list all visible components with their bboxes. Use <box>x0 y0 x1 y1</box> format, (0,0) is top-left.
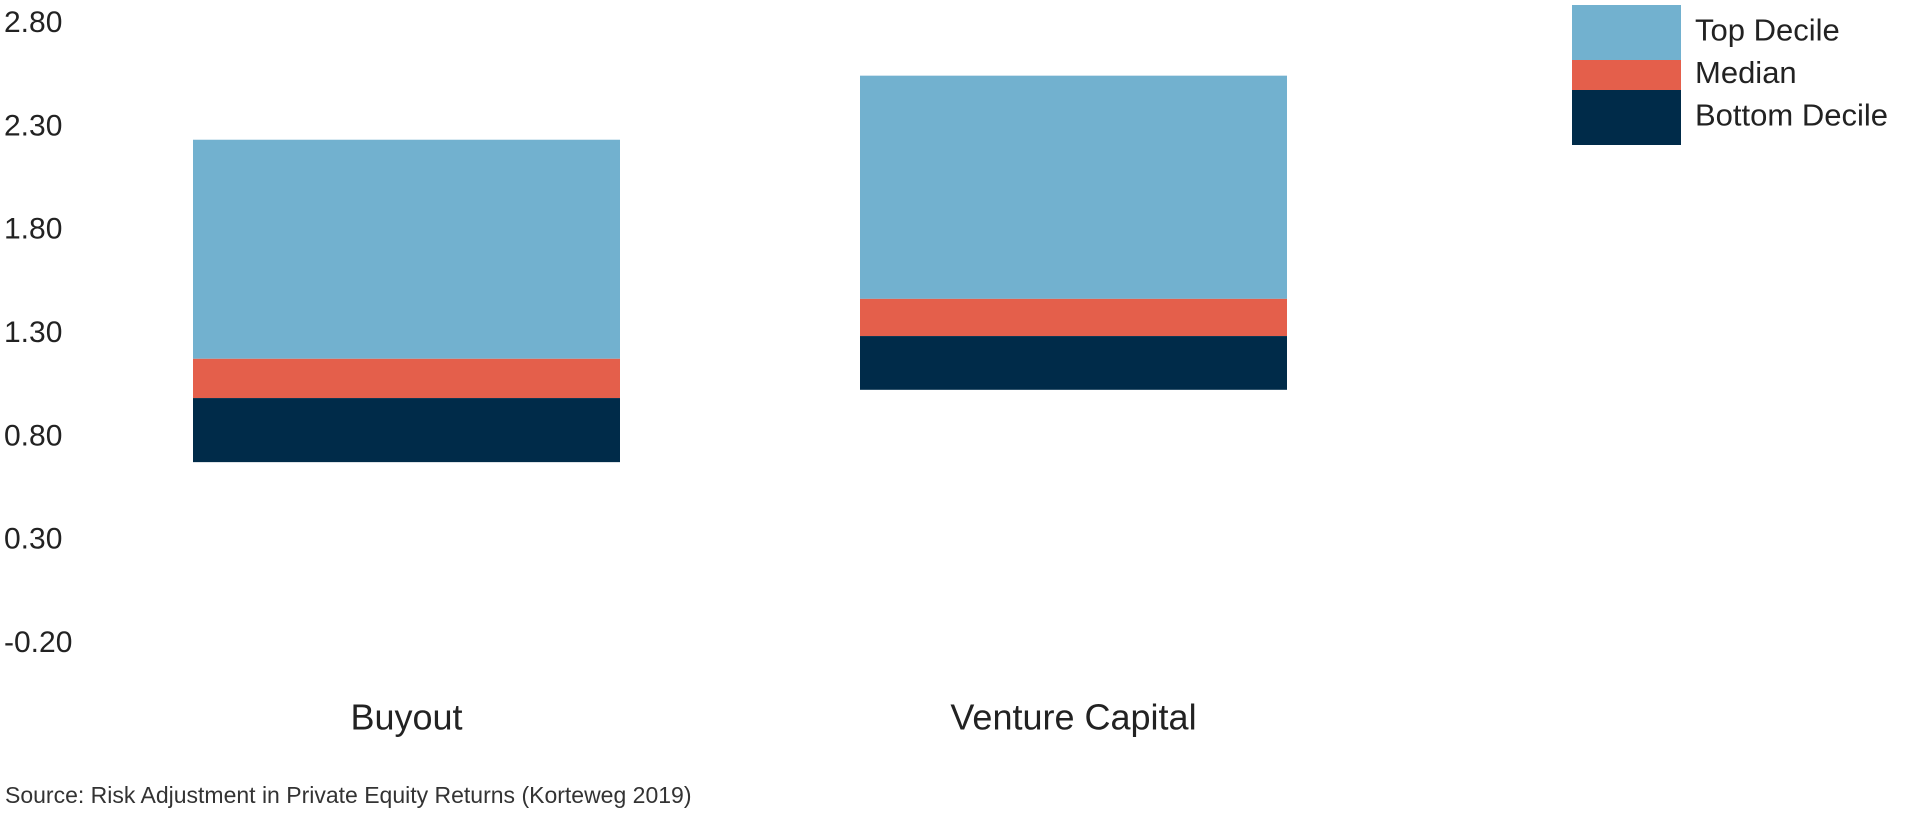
x-tick-label: Buyout <box>350 697 462 738</box>
bar-segment <box>860 298 1287 337</box>
bar-segment <box>860 336 1287 390</box>
y-tick-label: 0.80 <box>4 419 62 452</box>
bar-segment <box>193 358 620 399</box>
bar-segment <box>193 139 620 359</box>
y-tick-label: 2.80 <box>4 6 62 39</box>
source-note: Source: Risk Adjustment in Private Equit… <box>5 782 692 808</box>
legend-swatch <box>1572 5 1681 60</box>
y-tick-label: 2.30 <box>4 109 62 142</box>
y-tick-label: -0.20 <box>4 626 72 659</box>
y-tick-label: 1.80 <box>4 213 62 246</box>
bar-segment <box>193 398 620 463</box>
x-tick-label: Venture Capital <box>950 697 1196 738</box>
legend-label: Median <box>1695 55 1797 90</box>
legend-swatch <box>1572 90 1681 145</box>
legend-label: Bottom Decile <box>1695 98 1888 133</box>
bar-segment <box>860 75 1287 299</box>
y-tick-label: 1.30 <box>4 316 62 349</box>
y-tick-label: 0.30 <box>4 523 62 556</box>
legend-label: Top Decile <box>1695 13 1840 48</box>
legend-swatch <box>1572 60 1681 90</box>
